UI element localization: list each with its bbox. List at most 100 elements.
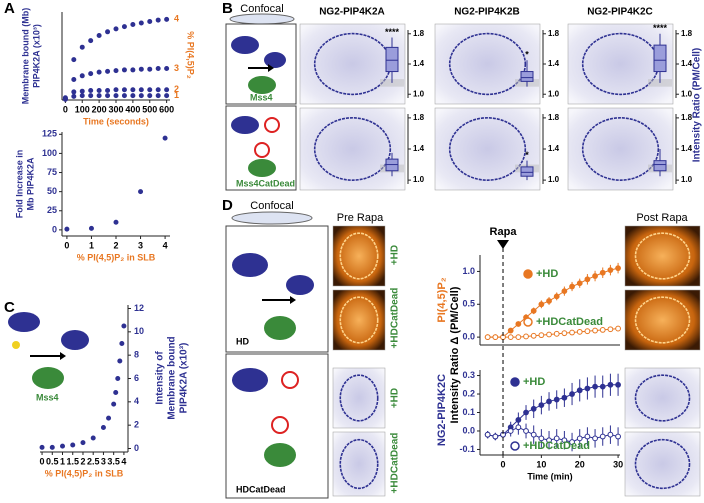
data-point — [607, 431, 614, 438]
arrow-head — [268, 64, 274, 72]
data-point — [130, 87, 136, 93]
y-tick-label: 0.0 — [462, 331, 475, 341]
micrograph — [434, 23, 541, 105]
data-point — [79, 44, 85, 50]
enzyme-shape — [264, 316, 296, 340]
x-tick-label: 0 — [40, 456, 45, 466]
y-axis-label: Intensity Ratio (PM/Cell) — [692, 48, 703, 162]
protein-shape — [264, 52, 286, 68]
y-tick-label: 0.2 — [462, 388, 475, 398]
data-point — [115, 376, 121, 381]
data-point — [138, 66, 144, 72]
y-tick-label: 1.8 — [548, 29, 560, 38]
panel-label: A — [4, 0, 15, 17]
data-point — [592, 435, 598, 442]
data-point — [88, 225, 94, 231]
data-point — [546, 398, 552, 405]
y-tick-label: 50 — [47, 186, 57, 196]
data-point — [530, 405, 537, 412]
y-tick-label: 1.4 — [548, 144, 560, 153]
cartoon-label: Mss4 — [250, 92, 273, 102]
cell-outline — [634, 374, 691, 422]
y-axis-label: Membrane bound (Mb) — [20, 8, 30, 105]
significance: * — [525, 150, 529, 160]
data-point — [615, 325, 621, 332]
enzyme-shape — [248, 159, 276, 177]
reference-band — [380, 79, 404, 87]
panel-label: B — [222, 0, 233, 17]
data-point — [507, 428, 514, 434]
data-point — [147, 66, 153, 72]
data-point — [584, 385, 591, 392]
data-point — [553, 293, 560, 300]
y-axis-label: NG2-PIP4K2C — [436, 374, 448, 446]
y-tick-label: 1.8 — [413, 29, 425, 38]
cell-outline — [634, 296, 691, 344]
data-point — [546, 331, 552, 338]
y-axis-label: PIP4K2A (x10³) — [31, 24, 41, 88]
y-tick-label: 0.0 — [462, 425, 475, 435]
data-point — [538, 435, 545, 442]
cell-outline — [634, 232, 691, 280]
panel-label: D — [222, 197, 233, 214]
y-axis-label: PIP4K2A (x10³) — [179, 343, 190, 414]
data-point — [515, 334, 522, 341]
micrograph — [332, 289, 386, 351]
x-tick-label: 3 — [101, 456, 106, 466]
x-tick-label: 4 — [163, 240, 168, 250]
micrograph — [434, 107, 541, 191]
data-point — [584, 328, 591, 335]
reference-band — [648, 79, 672, 87]
data-point — [561, 394, 568, 401]
data-point — [484, 431, 491, 438]
x-tick-label: 30 — [613, 459, 623, 469]
y-tick-label: 1.0 — [548, 89, 560, 98]
no-symbol — [271, 416, 289, 434]
data-point — [121, 93, 127, 99]
data-point — [553, 330, 560, 337]
cartoon-label: Mss4CatDead — [236, 178, 295, 188]
data-point — [106, 415, 112, 421]
image-label: +HDCatDead — [390, 288, 401, 349]
protein-shape — [8, 312, 40, 332]
y-tick-label: 12 — [134, 303, 144, 313]
y-tick-label: 1.4 — [681, 144, 693, 153]
data-point — [138, 93, 144, 99]
y-tick-label: 10 — [134, 326, 144, 336]
x-tick-label: 400 — [125, 104, 140, 114]
data-point — [492, 334, 499, 341]
enzyme-shape — [32, 367, 64, 389]
data-point — [121, 323, 127, 329]
no-symbol — [254, 142, 270, 158]
data-point — [121, 67, 127, 73]
x-tick-label: 0 — [63, 104, 68, 114]
data-point — [615, 381, 621, 388]
column-title: NG2-PIP4K2C — [587, 7, 653, 18]
y-tick-label: 1.0 — [548, 175, 560, 184]
data-point — [576, 280, 583, 287]
data-point — [569, 283, 575, 290]
data-point — [62, 96, 68, 102]
significance: **** — [385, 27, 400, 37]
y-axis-label: Intensity Ratio Δ (PM/Cell) — [449, 286, 461, 423]
cartoon-box — [225, 353, 329, 499]
micrograph — [299, 107, 406, 191]
cartoon-label: HD — [236, 336, 249, 346]
y-tick-label: 1.8 — [548, 113, 560, 122]
data-point — [530, 332, 537, 339]
data-point — [592, 327, 598, 334]
data-point — [71, 57, 77, 63]
legend-label: +HDCatDead — [523, 440, 590, 452]
x-tick-label: 3 — [138, 240, 143, 250]
enzyme-shape — [264, 443, 296, 467]
data-point — [546, 298, 552, 304]
x-tick-label: 20 — [575, 459, 585, 469]
y-tick-label: 1.8 — [681, 113, 693, 122]
x-axis-label: Time (min) — [527, 471, 572, 481]
data-point — [576, 328, 583, 335]
x-tick-label: 200 — [92, 104, 107, 114]
data-point — [105, 93, 111, 99]
data-point — [164, 65, 170, 71]
data-point — [96, 32, 102, 38]
